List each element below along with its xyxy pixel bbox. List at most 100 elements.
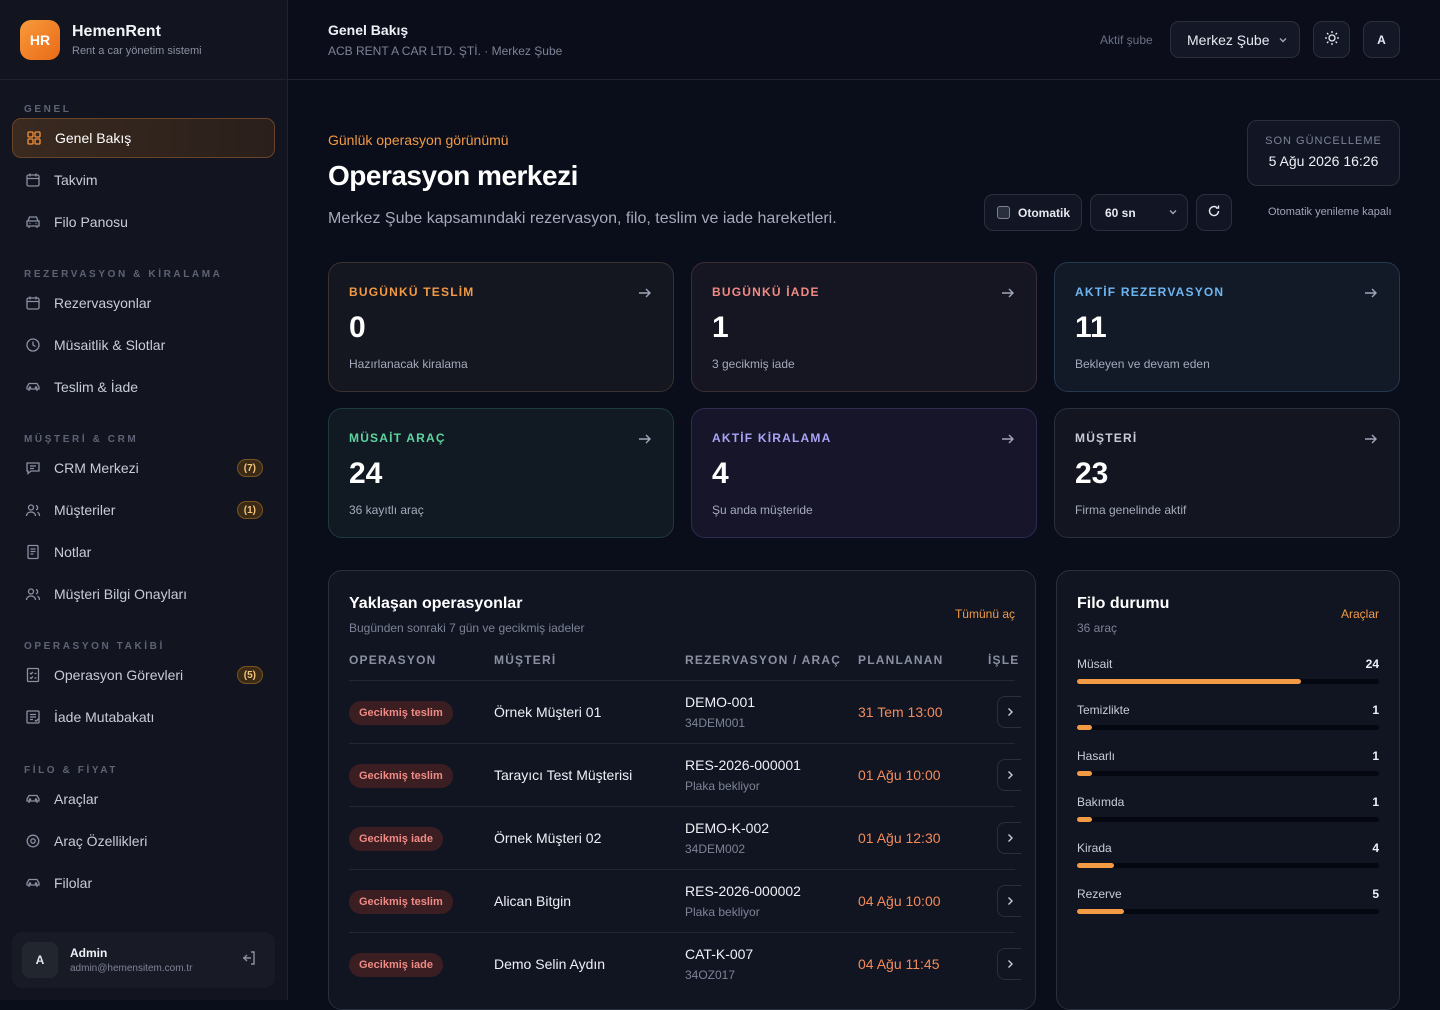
last-update-label: SON GÜNCELLEME bbox=[1265, 135, 1382, 147]
count-badge: (5) bbox=[236, 666, 263, 684]
kpi-card[interactable]: AKTİF KİRALAMA 4 Şu anda müşteride bbox=[691, 408, 1037, 538]
brand-name: HemenRent bbox=[72, 22, 161, 40]
kpi-value: 1 bbox=[712, 311, 729, 344]
kpi-label: BUGÜNKÜ İADE bbox=[712, 285, 820, 299]
sidebar-item-filolar[interactable]: Filolar bbox=[12, 863, 275, 903]
note-icon bbox=[24, 543, 42, 561]
hero-description: Merkez Şube kapsamındaki rezervasyon, fi… bbox=[328, 210, 837, 227]
table-row[interactable]: Gecikmiş teslim Alican Bitgin RES-2026-0… bbox=[349, 869, 1021, 932]
fleet-status-count: 5 bbox=[1372, 887, 1379, 901]
sidebar-item-müşteri-bilgi-onayları[interactable]: Müşteri Bilgi Onayları bbox=[12, 574, 275, 614]
arrow-right-icon bbox=[1363, 431, 1379, 452]
theme-toggle-button[interactable] bbox=[1313, 21, 1350, 58]
auto-refresh-note: Otomatik yenileme kapalı bbox=[1268, 206, 1392, 218]
chevron-right-icon bbox=[1007, 708, 1013, 716]
nav-section-label: GENEL bbox=[24, 104, 72, 115]
planned-time: 04 Ağu 10:00 bbox=[858, 893, 941, 909]
sidebar-item-label: İade Mutabakatı bbox=[54, 709, 155, 725]
nav-section-label: REZERVASYON & KİRALAMA bbox=[24, 269, 223, 280]
fleet-status-bar bbox=[1077, 771, 1379, 776]
customer-name: Alican Bitgin bbox=[494, 893, 572, 909]
branch-select-value: Merkez Şube bbox=[1187, 31, 1270, 48]
sidebar-item-teslim-i-ade[interactable]: Teslim & İade bbox=[12, 367, 275, 407]
sidebar-item-takvim[interactable]: Takvim bbox=[12, 160, 275, 200]
sidebar-item-filo-panosu[interactable]: Filo Panosu bbox=[12, 202, 275, 242]
auto-refresh-checkbox[interactable] bbox=[997, 206, 1010, 219]
col-planned: PLANLANAN bbox=[858, 653, 944, 667]
arrow-right-icon bbox=[1000, 285, 1016, 306]
sidebar-item-label: Operasyon Görevleri bbox=[54, 667, 184, 683]
kpi-subtitle: Firma genelinde aktif bbox=[1075, 503, 1187, 517]
fleet-status-label: Temizlikte bbox=[1077, 703, 1130, 717]
kpi-card[interactable]: BUGÜNKÜ TESLİM 0 Hazırlanacak kiralama bbox=[328, 262, 674, 392]
topbar: Genel Bakış ACB RENT A CAR LTD. ŞTİ. · M… bbox=[288, 0, 1440, 80]
reservation-ref: RES-2026-000001 bbox=[685, 757, 801, 773]
kpi-card[interactable]: MÜŞTERİ 23 Firma genelinde aktif bbox=[1054, 408, 1400, 538]
arrow-right-icon bbox=[637, 431, 653, 452]
planned-time: 01 Ağu 12:30 bbox=[858, 830, 941, 846]
open-row-button[interactable] bbox=[997, 948, 1021, 980]
clock-icon bbox=[24, 336, 42, 354]
branch-label: Aktif şube bbox=[1100, 33, 1153, 47]
kpi-label: MÜŞTERİ bbox=[1075, 431, 1138, 445]
car-front-icon bbox=[24, 213, 42, 231]
table-row[interactable]: Gecikmiş iade Demo Selin Aydın CAT-K-007… bbox=[349, 932, 1021, 995]
sidebar-item-müsaitlik-slotlar[interactable]: Müsaitlik & Slotlar bbox=[12, 325, 275, 365]
status-badge: Gecikmiş iade bbox=[349, 827, 443, 851]
status-badge: Gecikmiş iade bbox=[349, 953, 443, 977]
sidebar-item-label: Genel Bakış bbox=[55, 130, 132, 146]
kpi-card[interactable]: MÜSAİT ARAÇ 24 36 kayıtlı araç bbox=[328, 408, 674, 538]
brand[interactable]: HR HemenRent Rent a car yönetim sistemi bbox=[0, 0, 287, 80]
sidebar-item-müşteriler[interactable]: Müşteriler (1) bbox=[12, 490, 275, 530]
col-action: İŞLE bbox=[988, 653, 1020, 667]
sidebar-item-genel-bakış[interactable]: Genel Bakış bbox=[12, 118, 275, 158]
upcoming-operations-panel: Yaklaşan operasyonlar Bugünden sonraki 7… bbox=[328, 570, 1036, 1010]
sidebar-item-label: Takvim bbox=[54, 172, 98, 188]
fleet-status-count: 1 bbox=[1372, 749, 1379, 763]
open-row-button[interactable] bbox=[997, 885, 1021, 917]
sidebar-item-i-ade-mutabakatı[interactable]: İade Mutabakatı bbox=[12, 697, 275, 737]
users-icon bbox=[24, 585, 42, 603]
sidebar-item-crm-merkezi[interactable]: CRM Merkezi (7) bbox=[12, 448, 275, 488]
user-email: admin@hemensitem.com.tr bbox=[70, 963, 193, 974]
logout-icon[interactable] bbox=[241, 950, 257, 971]
kpi-subtitle: Şu anda müşteride bbox=[712, 503, 813, 517]
fleet-status-label: Bakımda bbox=[1077, 795, 1125, 809]
vehicle-plate: Plaka bekliyor bbox=[685, 905, 760, 919]
fleet-status-panel: Filo durumu 36 araç Araçlar Müsait 24 Te… bbox=[1056, 570, 1400, 1010]
sidebar-item-rezervasyonlar[interactable]: Rezervasyonlar bbox=[12, 283, 275, 323]
open-row-button[interactable] bbox=[997, 822, 1021, 854]
sidebar-item-araç-özellikleri[interactable]: Araç Özellikleri bbox=[12, 821, 275, 861]
last-update-value: 5 Ağu 2026 16:26 bbox=[1268, 153, 1379, 169]
fleet-vehicles-link[interactable]: Araçlar bbox=[1340, 607, 1379, 621]
open-row-button[interactable] bbox=[997, 759, 1021, 791]
sidebar-item-araçlar[interactable]: Araçlar bbox=[12, 779, 275, 819]
fleet-status-bar bbox=[1077, 679, 1379, 684]
table-row[interactable]: Gecikmiş iade Örnek Müşteri 02 DEMO-K-00… bbox=[349, 806, 1021, 869]
sidebar-item-label: CRM Merkezi bbox=[54, 460, 139, 476]
refresh-button[interactable] bbox=[1196, 194, 1232, 231]
sidebar-item-notlar[interactable]: Notlar bbox=[12, 532, 275, 572]
hero-title: Operasyon merkezi bbox=[328, 160, 578, 191]
customer-name: Örnek Müşteri 02 bbox=[494, 830, 602, 846]
refresh-interval-select[interactable]: 60 sn bbox=[1090, 194, 1188, 231]
auto-refresh-toggle[interactable]: Otomatik bbox=[984, 194, 1082, 231]
vehicle-plate: 34DEM002 bbox=[685, 842, 746, 856]
reservation-ref: RES-2026-000002 bbox=[685, 883, 801, 899]
ops-open-all-link[interactable]: Tümünü aç bbox=[954, 607, 1015, 621]
calendar-icon bbox=[24, 294, 42, 312]
grid-icon bbox=[25, 129, 43, 147]
open-row-button[interactable] bbox=[997, 696, 1021, 728]
gear-icon bbox=[24, 832, 42, 850]
sidebar-item-label: Müsaitlik & Slotlar bbox=[54, 337, 166, 353]
fleet-status-bar bbox=[1077, 863, 1379, 868]
kpi-card[interactable]: BUGÜNKÜ İADE 1 3 gecikmiş iade bbox=[691, 262, 1037, 392]
branch-select[interactable]: Merkez Şube bbox=[1170, 21, 1300, 58]
table-row[interactable]: Gecikmiş teslim Örnek Müşteri 01 DEMO-00… bbox=[349, 680, 1021, 743]
sidebar-item-operasyon-görevleri[interactable]: Operasyon Görevleri (5) bbox=[12, 655, 275, 695]
reservation-ref: DEMO-K-002 bbox=[685, 820, 770, 836]
table-row[interactable]: Gecikmiş teslim Tarayıcı Test Müşterisi … bbox=[349, 743, 1021, 806]
profile-avatar-button[interactable]: A bbox=[1363, 21, 1400, 58]
kpi-card[interactable]: AKTİF REZERVASYON 11 Bekleyen ve devam e… bbox=[1054, 262, 1400, 392]
planned-time: 01 Ağu 10:00 bbox=[858, 767, 941, 783]
